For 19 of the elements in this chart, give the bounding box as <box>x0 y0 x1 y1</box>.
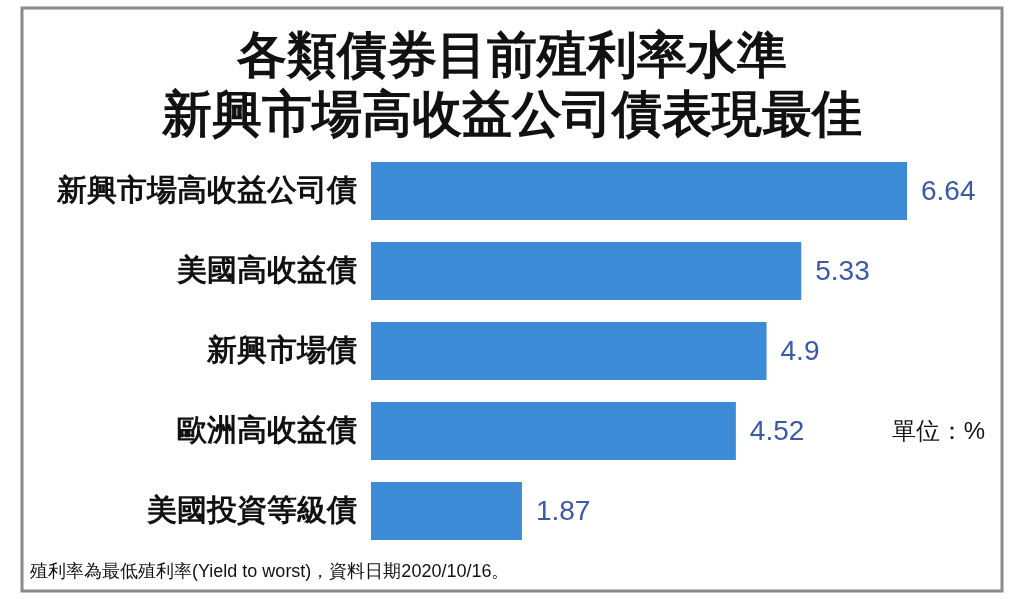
y-tick-label: 歐洲高收益債 <box>177 413 357 446</box>
bar <box>371 162 907 220</box>
chart-title: 各類債券目前殖利率水準 <box>236 27 787 83</box>
bar <box>371 482 522 540</box>
y-tick-label: 美國投資等級債 <box>146 493 357 526</box>
data-label: 4.52 <box>749 415 805 446</box>
bar <box>371 322 767 380</box>
data-label: 1.87 <box>535 495 591 526</box>
y-tick-label: 新興市場高收益公司債 <box>56 173 357 206</box>
annotation: 單位：% <box>891 417 985 444</box>
bar <box>371 402 736 460</box>
text: 殖利率為最低殖利率(Yield to worst)，資料日期2020/10/16。 <box>30 561 510 581</box>
bar <box>371 242 802 300</box>
y-tick-label: 美國高收益債 <box>176 253 357 286</box>
y-tick-label: 新興市場債 <box>206 333 357 366</box>
chart-subtitle: 新興市場高收益公司債表現最佳 <box>161 86 862 142</box>
data-label: 5.33 <box>815 255 870 286</box>
data-label: 6.64 <box>921 175 976 206</box>
data-label: 4.9 <box>780 335 820 366</box>
